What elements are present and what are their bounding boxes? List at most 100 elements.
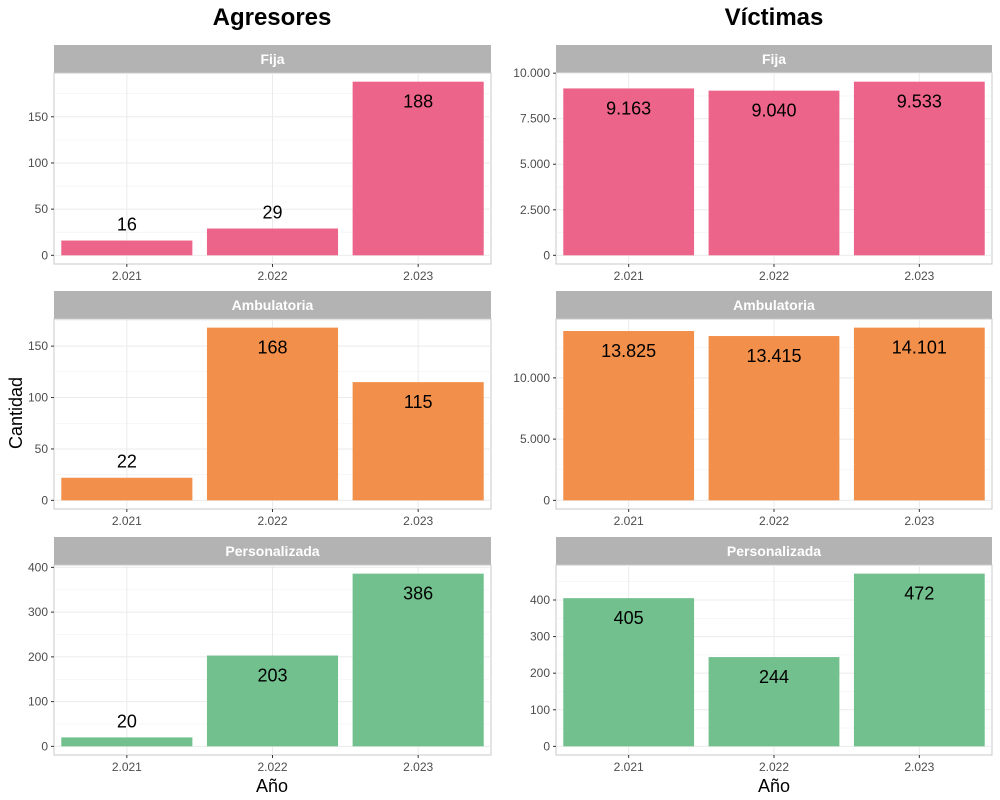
y-tick-label: 100	[28, 391, 48, 405]
bar-value-label: 13.825	[601, 341, 656, 361]
x-tick-label: 2.022	[257, 514, 287, 528]
facet-strip	[556, 537, 992, 565]
bar	[708, 336, 840, 501]
x-tick-label: 2.021	[112, 269, 142, 283]
y-tick-label: 0	[41, 248, 48, 262]
y-tick-label: 300	[28, 605, 48, 619]
x-tick-label: 2.021	[614, 760, 644, 774]
panel: Personalizada 405 244 472 0 100 200 300 400 2.021…	[530, 537, 993, 774]
y-tick-label: 50	[35, 202, 49, 216]
bar-value-label: 13.415	[746, 346, 801, 366]
y-tick-label: 0	[41, 739, 48, 753]
y-tick-label: 2.500	[520, 203, 550, 217]
bar-value-label: 386	[403, 584, 433, 604]
facet-strip	[556, 45, 992, 73]
y-tick-label: 100	[530, 703, 550, 717]
facet-strip-label: Fija	[762, 51, 786, 67]
bar	[206, 327, 339, 501]
panel: Personalizada 20 203 386 0 100 200 300 400 2.021 2…	[28, 537, 492, 774]
y-tick-label: 300	[530, 630, 550, 644]
y-tick-label: 400	[28, 560, 48, 574]
y-tick-label: 150	[28, 110, 48, 124]
y-tick-label: 200	[530, 666, 550, 680]
x-axis-title: Año	[758, 776, 790, 796]
x-tick-label: 2.022	[759, 514, 789, 528]
x-tick-label: 2.023	[403, 514, 433, 528]
panel: Ambulatoria 13.825 13.415 14.101 0 5.000 10.00…	[513, 291, 993, 528]
facet-strip	[54, 45, 491, 73]
facet-strip-label: Personalizada	[727, 543, 821, 559]
column-title: Víctimas	[725, 4, 824, 31]
y-tick-label: 100	[28, 156, 48, 170]
bar	[853, 327, 985, 501]
bar-value-label: 168	[257, 338, 287, 358]
facet-strip-label: Fija	[260, 51, 284, 67]
x-tick-label: 2.022	[759, 269, 789, 283]
bar-value-label: 9.040	[751, 101, 796, 121]
x-tick-label: 2.023	[904, 514, 934, 528]
bar-value-label: 29	[262, 203, 282, 223]
bar-value-label: 244	[759, 667, 789, 687]
bar-value-label: 22	[117, 452, 137, 472]
bar	[853, 573, 985, 747]
facet-strip-label: Ambulatoria	[733, 297, 815, 313]
panel: Fija 9.163 9.040 9.533 0 2.500 5.000 7.500 10.00…	[513, 45, 993, 283]
facet-strip-label: Personalizada	[225, 543, 319, 559]
y-tick-label: 100	[28, 695, 48, 709]
y-tick-label: 150	[28, 339, 48, 353]
y-tick-label: 10.000	[513, 66, 550, 80]
x-tick-label: 2.022	[257, 760, 287, 774]
bar	[708, 657, 840, 747]
bar-value-label: 14.101	[892, 338, 947, 358]
bar	[352, 573, 484, 747]
bar-value-label: 115	[404, 392, 433, 412]
bar	[563, 331, 695, 501]
bar	[206, 228, 339, 256]
y-axis-title: Cantidad	[6, 377, 26, 449]
y-tick-label: 7.500	[520, 112, 550, 126]
x-tick-label: 2.021	[614, 269, 644, 283]
bar-value-label: 20	[117, 711, 137, 731]
bar	[853, 81, 985, 256]
bar	[563, 88, 695, 256]
x-tick-label: 2.023	[403, 760, 433, 774]
y-tick-label: 0	[543, 739, 550, 753]
y-tick-label: 10.000	[513, 371, 550, 385]
x-tick-label: 2.022	[759, 760, 789, 774]
facet-strip	[54, 291, 491, 319]
facet-strip	[54, 537, 491, 565]
panel: Ambulatoria 22 168 115 0 50 100 150 2.021 2.022 2.…	[28, 291, 492, 528]
y-tick-label: 200	[28, 650, 48, 664]
y-tick-label: 0	[41, 493, 48, 507]
x-axis-title: Año	[256, 776, 288, 796]
bar	[61, 477, 193, 501]
bar-value-label: 9.533	[897, 92, 942, 112]
x-tick-label: 2.023	[904, 760, 934, 774]
bar-value-label: 16	[117, 215, 137, 235]
bar	[563, 598, 695, 747]
panel: Fija 16 29 188 0 50 100 150 2.021 2.022 2.023	[28, 45, 492, 283]
bar-value-label: 472	[904, 584, 934, 604]
column-title: Agresores	[213, 4, 332, 31]
x-tick-label: 2.021	[112, 514, 142, 528]
y-tick-label: 5.000	[520, 157, 550, 171]
y-tick-label: 50	[35, 442, 49, 456]
x-tick-label: 2.021	[112, 760, 142, 774]
x-tick-label: 2.023	[403, 269, 433, 283]
bar-value-label: 188	[403, 92, 433, 112]
bar	[61, 240, 193, 256]
bar-value-label: 405	[614, 608, 644, 628]
y-tick-label: 0	[543, 493, 550, 507]
bar	[61, 737, 193, 747]
facet-strip-label: Ambulatoria	[232, 297, 314, 313]
y-tick-label: 400	[530, 593, 550, 607]
bar-value-label: 203	[257, 666, 287, 686]
bar	[708, 90, 840, 256]
x-tick-label: 2.021	[614, 514, 644, 528]
y-tick-label: 5.000	[520, 432, 550, 446]
bar	[352, 81, 484, 256]
bar	[206, 655, 339, 747]
x-tick-label: 2.023	[904, 269, 934, 283]
x-tick-label: 2.022	[257, 269, 287, 283]
